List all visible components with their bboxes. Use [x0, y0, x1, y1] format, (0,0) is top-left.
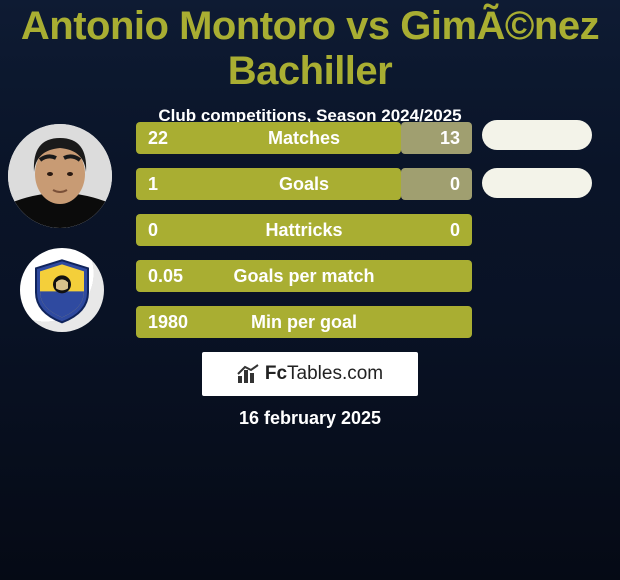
logo-text: FcTables.com — [265, 363, 383, 385]
avatars-column — [8, 124, 112, 332]
ratio-pill — [482, 120, 592, 150]
bar-row: Hattricks00 — [136, 214, 472, 246]
crest-svg — [32, 258, 92, 324]
bar-row: Goals per match0.05 — [136, 260, 472, 292]
ratio-pill — [482, 168, 592, 198]
pills-column — [482, 120, 606, 216]
fctables-logo: FcTables.com — [202, 352, 418, 396]
player-avatar — [8, 124, 112, 228]
bar-row: Goals10 — [136, 168, 472, 200]
bar-left-segment — [136, 306, 472, 338]
bar-left-segment — [136, 260, 472, 292]
page-title: Antonio Montoro vs GimÃ©nez Bachiller — [0, 0, 620, 94]
bar-left-segment — [136, 168, 401, 200]
background: Antonio Montoro vs GimÃ©nez Bachiller Cl… — [0, 0, 620, 580]
bar-row: Matches2213 — [136, 122, 472, 154]
bar-right-segment — [401, 168, 472, 200]
date-label: 16 february 2025 — [0, 408, 620, 429]
bar-right-segment — [401, 122, 472, 154]
avatar-svg — [8, 124, 112, 228]
bar-left-segment — [136, 122, 401, 154]
bar-row: Min per goal1980 — [136, 306, 472, 338]
club-crest — [20, 248, 104, 332]
comparison-bars: Matches2213 Goals10 Hattricks00 Goals per m… — [136, 122, 472, 352]
logo-fc: Fc — [265, 363, 287, 384]
logo-rest: Tables.com — [287, 363, 383, 384]
bars-icon — [237, 364, 259, 384]
bar-left-segment — [136, 214, 472, 246]
